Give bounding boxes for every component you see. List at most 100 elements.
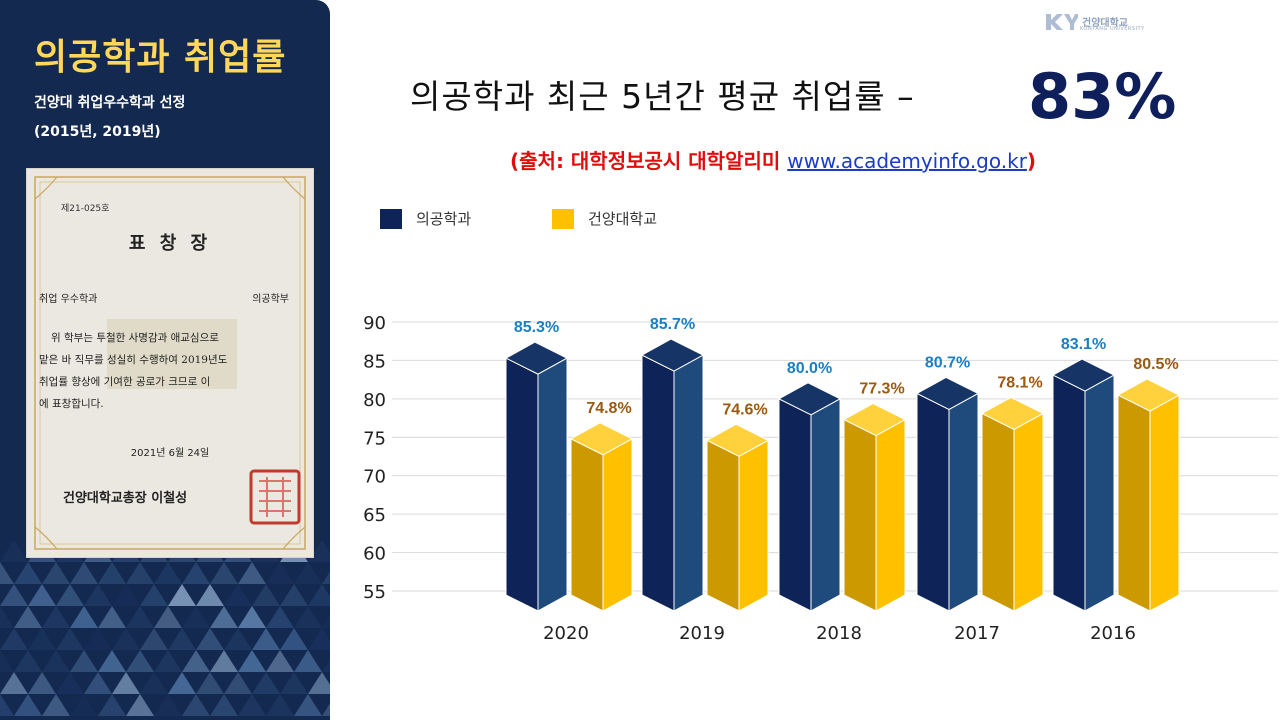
triangle-decoration [168, 628, 196, 650]
triangle-decoration [14, 694, 42, 716]
bar-front-face [778, 398, 812, 612]
legend-label-series2: 건양대학교 [588, 210, 658, 228]
triangle-decoration [238, 694, 266, 716]
triangle-decoration [126, 650, 154, 672]
bar-front-face [981, 412, 1015, 612]
ky-logo-mark-icon [1046, 14, 1078, 30]
bar-front-face [570, 438, 604, 612]
bar-top-face [569, 422, 634, 456]
triangle-decoration [182, 650, 210, 672]
triangle-decoration [308, 672, 330, 694]
bar-top-face [705, 423, 770, 457]
y-tick-label: 60 [363, 544, 386, 565]
y-tick-label: 80 [363, 390, 386, 411]
source-suffix: ) [1026, 149, 1037, 173]
certificate-body: 위 학부는 투철한 사명감과 애교심으로 맡은 바 직무를 성실히 수행하여 2… [39, 327, 303, 415]
triangle-decoration [322, 615, 330, 628]
bar-univ-2019 [705, 423, 770, 612]
triangle-decoration [42, 562, 70, 584]
triangle-decoration [196, 584, 224, 606]
data-label: 74.6% [722, 401, 767, 418]
triangle-decoration [224, 672, 252, 694]
triangle-decoration [0, 606, 14, 628]
certificate-title: 표 창 장 [128, 233, 212, 254]
triangle-decoration [168, 584, 196, 606]
triangle-decoration [140, 584, 168, 606]
triangle-decoration [56, 584, 84, 606]
legend-item-series1: 의공학과 [380, 208, 471, 229]
x-tick-label: 2016 [1090, 623, 1136, 644]
data-label: 74.8% [586, 400, 631, 417]
certificate-body-line: 취업률 향상에 기여한 공로가 크므로 이 [39, 376, 211, 388]
bar-top-face [640, 338, 705, 372]
data-label: 77.3% [859, 381, 904, 398]
triangle-decoration [238, 650, 266, 672]
bar-dept-2019 [640, 338, 705, 612]
triangle-decoration [252, 584, 280, 606]
data-label: 80.0% [787, 360, 832, 377]
triangle-decoration [14, 606, 42, 628]
triangle-decoration [308, 628, 330, 650]
certificate-award-name: 취업 우수학과 [39, 294, 98, 305]
bar-side-face [537, 357, 568, 612]
bar-dept-2016 [1051, 358, 1116, 612]
data-label: 83.1% [1061, 336, 1106, 353]
average-rate-value: 83% [1028, 60, 1177, 133]
triangle-decoration [28, 584, 56, 606]
legend-item-series2: 건양대학교 [552, 208, 657, 229]
triangle-decoration [238, 606, 266, 628]
left-panel-title: 의공학과 취업률 [34, 37, 287, 78]
certificate-number: 제21-025호 [61, 204, 110, 214]
triangle-decoration [210, 694, 238, 716]
bar-dept-2020 [504, 341, 569, 612]
triangle-decoration [210, 606, 238, 628]
triangle-decoration [84, 628, 112, 650]
bar-top-face [980, 396, 1045, 431]
triangle-decoration [308, 584, 330, 606]
triangle-decoration [0, 628, 28, 650]
bar-side-face [1084, 374, 1115, 612]
triangle-decoration [0, 650, 14, 672]
y-tick-label: 90 [363, 313, 386, 334]
triangle-decoration [14, 562, 42, 584]
triangle-decoration [0, 672, 28, 694]
source-link[interactable]: www.academyinfo.go.kr [787, 149, 1027, 173]
y-tick-label: 75 [363, 428, 386, 449]
triangle-decoration [280, 672, 308, 694]
triangle-decoration [112, 628, 140, 650]
triangle-decoration [266, 606, 294, 628]
triangle-decoration [0, 562, 14, 584]
triangle-decoration [266, 562, 294, 584]
triangle-decoration [154, 562, 182, 584]
legend-label-series1: 의공학과 [416, 210, 472, 228]
triangle-decoration [182, 606, 210, 628]
bar-side-face [602, 437, 633, 612]
legend-swatch-series2 [552, 208, 574, 229]
y-tick-label: 85 [363, 351, 386, 372]
y-tick-label: 70 [363, 467, 386, 488]
triangle-decoration [140, 672, 168, 694]
data-label: 80.5% [1133, 356, 1178, 373]
left-panel-years: (2015년, 2019년) [34, 124, 161, 140]
triangle-decoration [154, 694, 182, 716]
left-panel-subtitle: 건양대 취업우수학과 선정 [34, 95, 186, 111]
bar-top-face [504, 341, 569, 375]
left-panel: 의공학과 취업률 건양대 취업우수학과 선정 (2015년, 2019년) 제2… [0, 0, 330, 720]
source-citation: (출처: 대학정보공시 대학알리미 www.academyinfo.go.kr) [510, 145, 1036, 174]
bar-side-face [673, 354, 704, 612]
triangle-decoration [70, 650, 98, 672]
triangle-decoration [294, 606, 322, 628]
bar-front-face [706, 439, 740, 612]
triangle-decoration [112, 672, 140, 694]
triangle-decoration [98, 694, 126, 716]
award-certificate-image: 제21-025호 표 창 장 취업 우수학과 의공학부 위 학부는 투철한 사명… [26, 168, 314, 558]
triangle-decoration [98, 606, 126, 628]
triangle-decoration [294, 694, 322, 716]
triangle-decoration [294, 562, 322, 584]
triangle-decoration [28, 628, 56, 650]
x-tick-label: 2018 [816, 623, 862, 644]
y-tick-label: 55 [363, 582, 386, 603]
triangle-decoration [14, 650, 42, 672]
bar-side-face [1013, 412, 1044, 612]
y-tick-label: 65 [363, 505, 386, 526]
